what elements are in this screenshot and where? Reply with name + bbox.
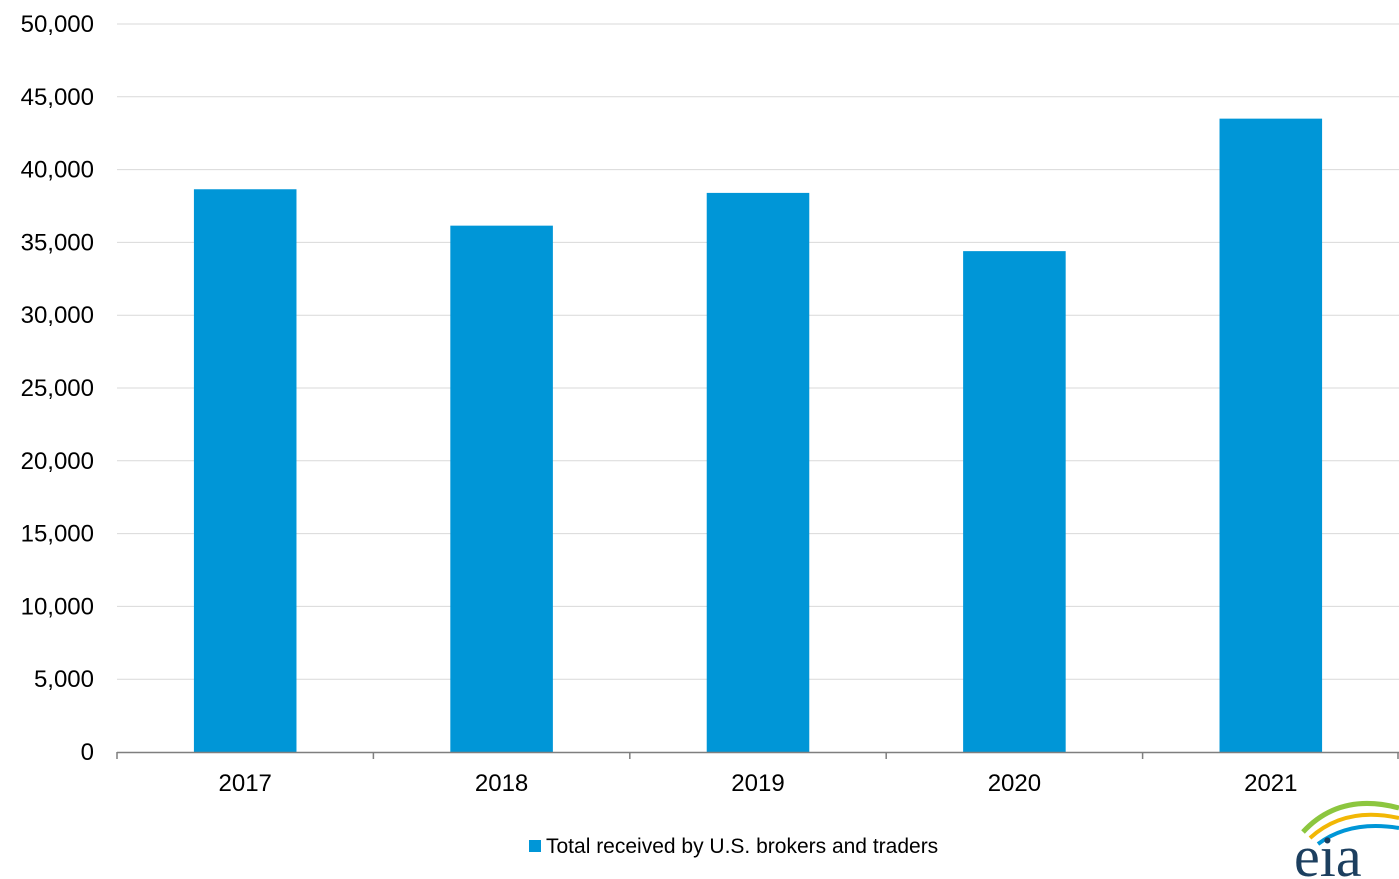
y-tick-label: 0 — [81, 739, 94, 766]
eia-logo-swoosh-yellow — [1308, 812, 1399, 840]
y-tick-label: 25,000 — [21, 375, 94, 402]
y-tick-label: 50,000 — [21, 11, 94, 38]
legend-swatch — [529, 840, 541, 852]
bar — [706, 192, 810, 752]
bar — [1219, 118, 1323, 752]
eia-logo: eia — [1294, 800, 1399, 879]
y-tick-label: 15,000 — [21, 521, 94, 548]
eia-logo-text: eia — [1294, 824, 1362, 879]
y-tick-label: 10,000 — [21, 593, 94, 620]
x-tick-label: 2020 — [988, 770, 1041, 797]
x-axis-tick-labels: 2017 2018 2019 2020 2021 — [219, 770, 1298, 797]
x-tick-label: 2017 — [219, 770, 272, 797]
y-tick-label: 20,000 — [21, 448, 94, 475]
y-tick-label: 45,000 — [21, 84, 94, 111]
legend: Total received by U.S. brokers and trade… — [529, 835, 938, 858]
bars — [193, 118, 1323, 753]
x-tick-label: 2018 — [475, 770, 528, 797]
y-tick-label: 40,000 — [21, 157, 94, 184]
bar — [963, 251, 1066, 753]
y-tick-label: 35,000 — [21, 229, 94, 256]
legend-label: Total received by U.S. brokers and trade… — [546, 835, 938, 858]
x-tick-label: 2019 — [731, 770, 784, 797]
bar — [193, 189, 297, 753]
x-axis — [116, 751, 1399, 759]
y-tick-label: 5,000 — [34, 666, 94, 693]
bar — [450, 225, 553, 752]
y-axis-tick-labels: 0 5,000 10,000 15,000 20,000 25,000 30,000 35,0… — [21, 11, 94, 766]
eia-logo-swoosh-green — [1301, 800, 1399, 834]
eia-logo-swoosh-blue — [1316, 824, 1399, 846]
y-tick-label: 30,000 — [21, 302, 94, 329]
x-tick-label: 2021 — [1244, 770, 1297, 797]
